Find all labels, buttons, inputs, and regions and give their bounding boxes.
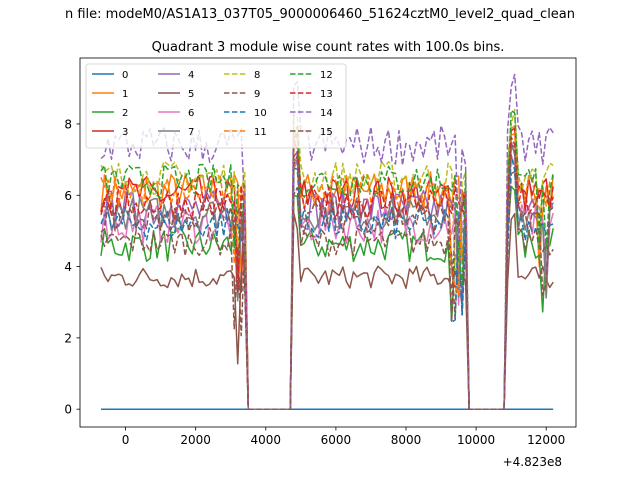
chart-title: Quadrant 3 module wise count rates with … — [152, 40, 505, 55]
x-offset-label: +4.823e8 — [503, 455, 562, 469]
legend-frame — [85, 63, 347, 149]
figure-suptitle: n file: modeM0/AS1A13_037T05_9000006460_… — [65, 7, 575, 22]
legend-label-0: 0 — [122, 70, 128, 81]
y-tick-label: 2 — [64, 331, 72, 345]
legend-label-14: 14 — [320, 108, 333, 119]
y-tick-label: 4 — [64, 260, 72, 274]
legend-label-4: 4 — [188, 70, 194, 81]
x-tick-label: 2000 — [180, 433, 211, 447]
x-tick-label: 10000 — [457, 433, 495, 447]
axes-frame — [79, 57, 577, 428]
legend-label-7: 7 — [188, 127, 194, 138]
x-tick-label: 12000 — [527, 433, 565, 447]
legend-label-11: 11 — [254, 127, 267, 138]
legend-label-10: 10 — [254, 108, 267, 119]
legend-label-8: 8 — [254, 70, 260, 81]
x-tick-label: 8000 — [391, 433, 422, 447]
legend-label-1: 1 — [122, 89, 128, 100]
x-tick-label: 0 — [122, 433, 130, 447]
y-tick-label: 0 — [64, 403, 72, 417]
x-tick-label: 6000 — [321, 433, 352, 447]
legend-label-2: 2 — [122, 108, 128, 119]
series-line-10 — [100, 154, 554, 410]
plot-area — [100, 73, 554, 410]
legend-label-12: 12 — [320, 70, 333, 81]
legend-label-5: 5 — [188, 89, 194, 100]
axes: 0 2000 4000 6000 8000 10000 12000 0 2 4 6 8 — [64, 57, 577, 447]
x-tick-label: 4000 — [251, 433, 282, 447]
legend-label-6: 6 — [188, 108, 194, 119]
legend-label-3: 3 — [122, 127, 128, 138]
legend-label-13: 13 — [320, 89, 333, 100]
legend-label-15: 15 — [320, 127, 333, 138]
legend-label-9: 9 — [254, 89, 260, 100]
y-tick-label: 8 — [64, 117, 72, 131]
series-line-15 — [100, 145, 554, 410]
y-tick-label: 6 — [64, 189, 72, 203]
